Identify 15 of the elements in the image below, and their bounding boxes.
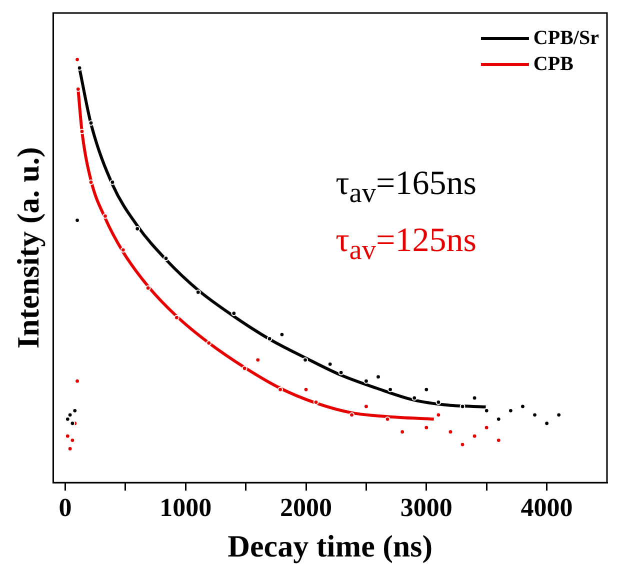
- y-axis-title: Intensity (a. u.): [10, 147, 46, 349]
- x-axis-title: Decay time (ns): [228, 528, 433, 564]
- x-tick-label: 1000: [160, 492, 212, 522]
- x-tick-label: 4000: [520, 492, 573, 522]
- point: [174, 314, 180, 320]
- annotation: τ$_{av}$=165ns: [336, 165, 476, 210]
- point: [163, 256, 169, 262]
- x-tick-label: 3000: [400, 492, 452, 522]
- point: [206, 340, 212, 346]
- annotation: τ$_{av}$=125ns: [336, 222, 476, 267]
- x-tick-label: 2000: [280, 492, 332, 522]
- legend-label: CPB: [533, 52, 574, 76]
- point: [266, 336, 272, 342]
- legend-label: CPB/Sr: [533, 26, 599, 50]
- x-tick-label: 0: [58, 492, 72, 522]
